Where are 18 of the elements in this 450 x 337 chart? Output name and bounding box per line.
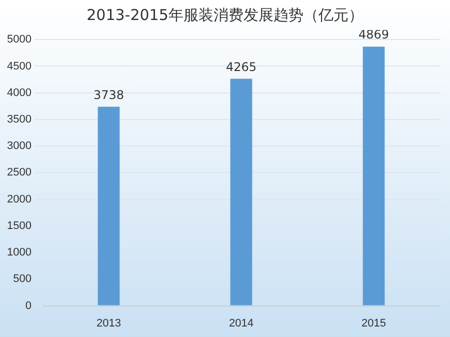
y-tick-label: 5000 [6, 34, 32, 46]
data-label: 4869 [358, 28, 390, 42]
y-tick-label: 4000 [6, 86, 32, 99]
y-tick-label: 3500 [6, 113, 32, 126]
y-tick-label: 2500 [6, 166, 32, 179]
data-label: 4265 [226, 60, 257, 74]
y-tick-label: 500 [13, 273, 32, 286]
y-tick-label: 1000 [6, 246, 32, 259]
y-tick-label: 2000 [6, 193, 32, 206]
y-tick-label: 1500 [6, 220, 32, 232]
x-tick-label: 2014 [228, 317, 254, 330]
data-label: 3738 [93, 88, 124, 102]
x-tick-label: 2015 [362, 317, 386, 330]
y-tick-label: 4500 [6, 60, 32, 72]
chart-title: 2013-2015年服装消费发展趋势（亿元） [86, 6, 364, 25]
y-tick-label: 0 [25, 300, 32, 312]
y-tick-label: 3000 [6, 140, 32, 152]
x-tick-label: 2013 [96, 317, 121, 330]
